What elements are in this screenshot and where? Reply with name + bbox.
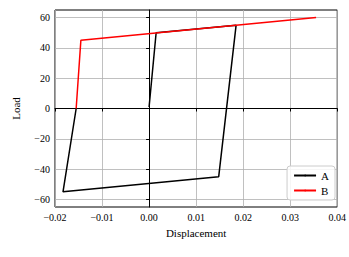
svg-text:0.01: 0.01 — [187, 212, 205, 223]
svg-text:−60: −60 — [34, 194, 50, 205]
svg-text:−0.01: −0.01 — [90, 212, 113, 223]
svg-text:Displacement: Displacement — [166, 227, 226, 239]
svg-text:B: B — [321, 185, 328, 197]
svg-text:A: A — [321, 170, 329, 182]
svg-text:Load: Load — [10, 97, 22, 120]
svg-text:0.04: 0.04 — [329, 212, 347, 223]
svg-text:20: 20 — [40, 73, 50, 84]
svg-text:−0.02: −0.02 — [43, 212, 66, 223]
svg-text:0.00: 0.00 — [140, 212, 158, 223]
svg-text:0.02: 0.02 — [234, 212, 252, 223]
svg-text:60: 60 — [40, 12, 50, 23]
svg-text:0: 0 — [45, 103, 50, 114]
svg-text:40: 40 — [40, 42, 50, 53]
svg-text:−40: −40 — [34, 164, 50, 175]
svg-text:0.03: 0.03 — [281, 212, 299, 223]
svg-text:−20: −20 — [34, 133, 50, 144]
